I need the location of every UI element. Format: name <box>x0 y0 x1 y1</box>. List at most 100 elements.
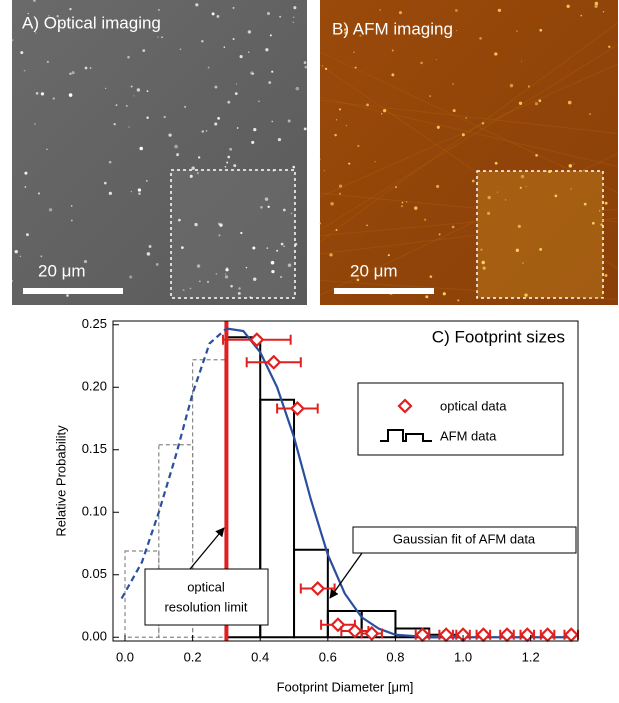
speckle <box>147 252 151 256</box>
speckle <box>190 175 193 178</box>
speckle <box>225 166 227 168</box>
annotation-arrow <box>330 553 362 598</box>
speckle <box>174 145 178 149</box>
speckle <box>291 213 293 215</box>
speckle <box>129 275 132 278</box>
speckle <box>346 125 347 126</box>
data-point <box>440 629 452 641</box>
speckle <box>11 280 13 282</box>
fit-curve <box>122 329 227 599</box>
speckle <box>191 167 194 170</box>
speckle <box>25 186 27 188</box>
speckle <box>71 205 73 207</box>
speckle <box>225 275 228 278</box>
speckle <box>11 39 13 41</box>
speckle <box>399 11 402 14</box>
speckle <box>329 253 332 256</box>
speckle <box>325 68 327 70</box>
speckle <box>137 88 140 91</box>
speckle <box>201 40 203 42</box>
speckle <box>131 85 133 87</box>
panel-b: B) AFM imaging20 μm <box>319 0 618 305</box>
panel-label: B) AFM imaging <box>332 19 453 38</box>
speckle <box>271 121 273 123</box>
speckle <box>216 273 218 275</box>
speckle <box>495 162 498 165</box>
speckle <box>53 97 55 99</box>
speckle <box>510 84 513 87</box>
panel-a: A) Optical imaging20 μm <box>11 0 307 305</box>
speckle <box>233 164 236 167</box>
scale-bar <box>23 288 123 294</box>
speckle <box>49 208 52 211</box>
y-tick-label: 0.15 <box>82 441 107 456</box>
speckle <box>330 202 334 206</box>
speckle <box>138 193 140 195</box>
speckle <box>217 117 220 120</box>
speckle <box>479 37 482 40</box>
speckle <box>276 250 278 252</box>
speckle <box>589 113 591 115</box>
speckle <box>237 127 239 129</box>
speckle <box>35 32 36 33</box>
annotation-box <box>145 569 268 625</box>
speckle <box>225 268 228 271</box>
speckle <box>225 273 226 274</box>
speckle <box>250 71 253 74</box>
speckle <box>375 161 376 162</box>
speckle <box>357 145 359 147</box>
speckle <box>146 117 148 119</box>
speckle <box>199 281 200 282</box>
speckle <box>305 66 308 69</box>
speckle <box>197 172 199 174</box>
speckle <box>212 12 215 15</box>
speckle <box>402 202 403 203</box>
speckle <box>46 149 47 150</box>
speckle <box>436 59 437 60</box>
speckle <box>181 246 184 249</box>
speckle <box>608 46 610 48</box>
speckle <box>600 223 602 225</box>
speckle <box>238 292 241 295</box>
speckle <box>425 295 428 298</box>
scale-bar-label: 20 μm <box>38 261 86 280</box>
legend-label: optical data <box>440 398 507 413</box>
speckle <box>229 148 232 151</box>
annotation: optical <box>187 579 225 594</box>
data-point <box>349 625 361 637</box>
speckle <box>270 34 272 36</box>
speckle <box>194 223 197 226</box>
speckle <box>453 109 456 112</box>
speckle <box>339 193 341 195</box>
speckle <box>439 233 441 235</box>
speckle <box>113 123 115 125</box>
speckle <box>271 270 274 273</box>
data-point <box>501 629 513 641</box>
speckle <box>554 195 557 198</box>
speckle <box>379 9 380 10</box>
speckle <box>116 104 118 106</box>
speckle <box>353 51 355 53</box>
speckle <box>138 188 141 191</box>
speckle <box>583 170 584 171</box>
speckle <box>456 30 457 31</box>
y-tick-label: 0.00 <box>82 629 107 644</box>
speckle <box>142 49 145 52</box>
scale-bar <box>334 288 434 294</box>
speckle <box>366 224 368 226</box>
speckle <box>260 206 263 209</box>
speckle <box>571 188 572 189</box>
speckle <box>304 127 307 130</box>
speckle <box>146 180 148 182</box>
speckle <box>214 86 217 89</box>
inset-box <box>171 170 295 298</box>
speckle <box>139 147 142 150</box>
y-axis-label: Relative Probability <box>53 425 68 537</box>
speckle <box>539 29 542 32</box>
x-tick-label: 0.8 <box>386 649 404 664</box>
speckle <box>366 103 369 106</box>
speckle <box>414 206 417 209</box>
speckle <box>34 123 36 125</box>
speckle <box>452 83 453 84</box>
speckle <box>157 37 158 38</box>
